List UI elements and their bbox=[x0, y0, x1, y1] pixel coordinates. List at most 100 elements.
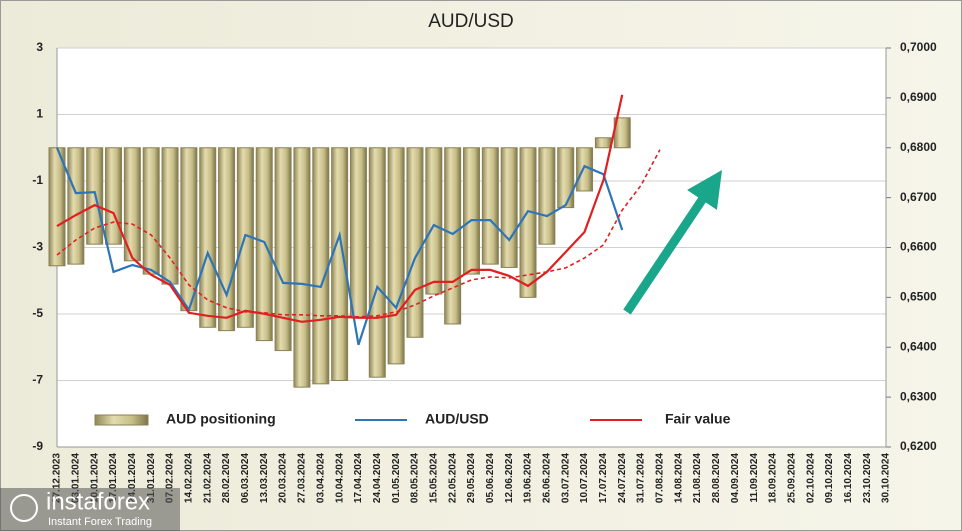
x-tick-label: 31.01.2024 bbox=[146, 453, 157, 503]
bar bbox=[538, 147, 556, 245]
chart-title: AUD/USD bbox=[428, 11, 514, 32]
bar bbox=[481, 147, 499, 265]
y2-tick-label: 0,6400 bbox=[900, 339, 937, 353]
x-tick-label: 28.08.2024 bbox=[711, 453, 722, 503]
x-tick-label: 20.03.2024 bbox=[278, 453, 289, 503]
x-tick-label: 01.05.2024 bbox=[391, 453, 402, 503]
marks: -9 -7 -5 -3 -1 1 3 0,6200 0,6300 0,6400 0,6500 0,66… bbox=[32, 40, 937, 503]
x-tick-label: 08.05.2024 bbox=[410, 453, 421, 503]
y-tick-label: -7 bbox=[32, 373, 43, 387]
y-tick-label: 3 bbox=[36, 40, 43, 54]
x-tick-label: 03.04.2024 bbox=[315, 453, 326, 503]
bar bbox=[406, 147, 424, 338]
bar bbox=[274, 147, 292, 352]
x-tick-label: 07.08.2024 bbox=[655, 453, 666, 503]
bar bbox=[123, 147, 141, 262]
x-tick-label: 02.10.2024 bbox=[805, 453, 816, 503]
y2-tick-label: 0,6300 bbox=[900, 389, 937, 403]
x-tick-label: 17.01.2024 bbox=[108, 453, 119, 503]
x-tick-label: 03.07.2024 bbox=[560, 453, 571, 503]
bar bbox=[293, 147, 311, 388]
x-tick-label: 07.02.2024 bbox=[165, 453, 176, 503]
x-tick-label: 04.09.2024 bbox=[730, 453, 741, 503]
bar bbox=[463, 147, 480, 275]
x-tick-label: 29.05.2024 bbox=[466, 453, 477, 503]
bar bbox=[312, 147, 330, 385]
trend-arrow bbox=[623, 170, 723, 315]
x-tick-label: 15.05.2024 bbox=[428, 453, 439, 503]
watermark-brand: instaforex bbox=[46, 488, 150, 515]
bar bbox=[199, 147, 217, 328]
legend-label: AUD/USD bbox=[425, 411, 489, 427]
x-tick-label: 11.09.2024 bbox=[749, 453, 760, 503]
x-tick-label: 12.06.2024 bbox=[504, 453, 515, 503]
line bbox=[56, 94, 624, 323]
bar bbox=[180, 147, 198, 312]
bar bbox=[349, 147, 367, 318]
watermark: instaforex Instant Forex Trading bbox=[0, 488, 180, 531]
y-tick-label: -5 bbox=[32, 306, 43, 320]
bar bbox=[557, 147, 575, 209]
bar bbox=[331, 147, 349, 381]
x-tick-label: 25.09.2024 bbox=[786, 453, 797, 503]
legend-label: AUD positioning bbox=[166, 411, 276, 427]
x-tick-label: 06.03.2024 bbox=[240, 453, 251, 503]
x-tick-label: 09.10.2024 bbox=[824, 453, 835, 503]
y2-tick-label: 0,7000 bbox=[900, 40, 937, 54]
x-tick-label: 03.01.2024 bbox=[70, 453, 81, 503]
y2-tick-label: 0,6800 bbox=[900, 140, 937, 154]
x-tick-label: 17.07.2024 bbox=[598, 453, 609, 503]
x-tick-label: 10.01.2024 bbox=[89, 453, 100, 503]
x-tick-label: 19.06.2024 bbox=[523, 453, 534, 503]
x-tick-label: 16.10.2024 bbox=[843, 453, 854, 503]
x-tick-label: 14.02.2024 bbox=[184, 453, 195, 503]
y-tick-label: -1 bbox=[32, 173, 43, 187]
bar bbox=[105, 147, 123, 245]
watermark-tagline: Instant Forex Trading bbox=[48, 516, 152, 528]
x-tick-label: 27.03.2024 bbox=[297, 453, 308, 503]
x-tick-label: 13.03.2024 bbox=[259, 453, 270, 503]
y-tick-label: -3 bbox=[32, 240, 43, 254]
line bbox=[56, 149, 661, 318]
bar bbox=[500, 147, 518, 268]
x-tick-label: 21.08.2024 bbox=[692, 453, 703, 503]
x-tick-label: 05.06.2024 bbox=[485, 453, 496, 503]
y-tick-label: 1 bbox=[36, 107, 43, 121]
x-tick-label: 27.12.2023 bbox=[52, 453, 63, 503]
x-tick-label: 24.07.2024 bbox=[617, 453, 628, 503]
bar bbox=[218, 147, 236, 332]
legend-swatch bbox=[94, 414, 149, 426]
x-tick-label: 23.10.2024 bbox=[862, 453, 873, 503]
x-tick-label: 17.04.2024 bbox=[353, 453, 364, 503]
x-tick-label: 18.09.2024 bbox=[768, 453, 779, 503]
y-tick-label: -9 bbox=[32, 439, 43, 453]
x-tick-label: 31.07.2024 bbox=[636, 453, 647, 503]
x-tick-label: 26.06.2024 bbox=[542, 453, 553, 503]
bar bbox=[594, 137, 612, 149]
bar bbox=[48, 147, 66, 267]
watermark-bg bbox=[0, 488, 180, 531]
x-tick-label: 24.04.2024 bbox=[372, 453, 383, 503]
x-tick-label: 10.07.2024 bbox=[579, 453, 590, 503]
bar bbox=[142, 147, 160, 275]
watermark-icon bbox=[10, 494, 38, 522]
bar bbox=[161, 147, 179, 285]
x-tick-label: 10.04.2024 bbox=[334, 453, 345, 503]
x-tick-label: 30.10.2024 bbox=[881, 453, 892, 503]
x-tick-label: 28.02.2024 bbox=[221, 453, 232, 503]
legend-label: Fair value bbox=[665, 411, 731, 427]
x-tick-label: 14.08.2024 bbox=[673, 453, 684, 503]
x-tick-label: 24.01.2024 bbox=[127, 453, 138, 503]
bar bbox=[519, 147, 537, 298]
y2-tick-label: 0,6600 bbox=[900, 240, 937, 254]
bar bbox=[67, 147, 85, 265]
bar bbox=[444, 147, 462, 325]
y2-tick-label: 0,6700 bbox=[900, 190, 937, 204]
y2-tick-label: 0,6900 bbox=[900, 90, 937, 104]
bar bbox=[387, 147, 405, 365]
line bbox=[55, 147, 624, 346]
bar bbox=[425, 147, 443, 295]
x-tick-label: 21.02.2024 bbox=[202, 453, 213, 503]
y2-tick-label: 0,6200 bbox=[900, 439, 937, 453]
